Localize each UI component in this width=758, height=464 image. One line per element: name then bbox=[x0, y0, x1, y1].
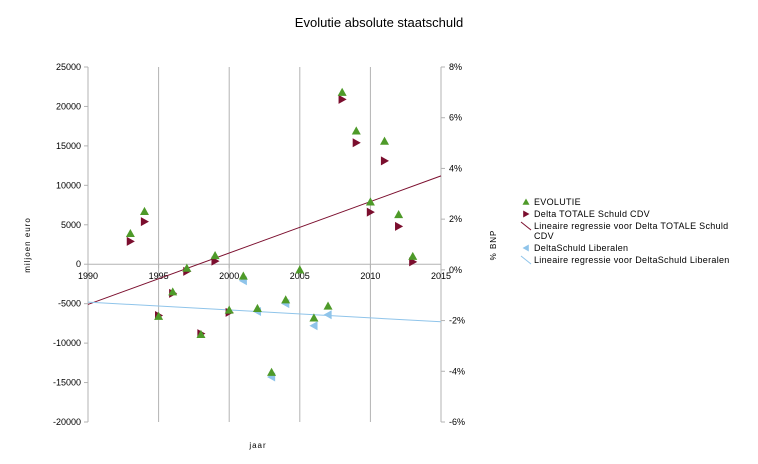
legend-swatch-3 bbox=[522, 244, 529, 252]
legend-label-2: Lineaire regressie voor Delta TOTALE Sch… bbox=[534, 221, 729, 241]
legend-label-3: DeltaSchuld Liberalen bbox=[534, 243, 628, 253]
tick-labels: 1990 1995 2000 2005 2010 2015 25000 20000 15000 1… bbox=[53, 62, 465, 427]
data-point-series-1 bbox=[366, 207, 375, 217]
data-point-series-0 bbox=[139, 206, 149, 215]
legend-label-line: Lineaire regressie voor Delta TOTALE Sch… bbox=[534, 221, 729, 231]
data-point-series-0 bbox=[154, 311, 164, 320]
data-point-series-0 bbox=[238, 271, 248, 280]
data-point-series-0 bbox=[394, 210, 404, 219]
data-point-series-0 bbox=[281, 295, 291, 304]
legend-label-0: EVOLUTIE bbox=[534, 197, 581, 207]
y2-axis-label: % BNP bbox=[489, 230, 498, 261]
x-tick-label: 2015 bbox=[431, 271, 451, 281]
data-point-series-3 bbox=[309, 321, 318, 331]
data-point-series-1 bbox=[380, 156, 390, 166]
y2-tick-label: 4% bbox=[449, 163, 462, 173]
legend-label-line: CDV bbox=[534, 231, 554, 241]
legend-swatch-2 bbox=[520, 221, 532, 231]
data-point-series-1 bbox=[352, 138, 361, 148]
legend: EVOLUTIE Delta TOTALE Schuld CDV Lineaire … bbox=[520, 197, 730, 265]
y-tick-label: 15000 bbox=[56, 141, 81, 151]
y2-tick-label: 6% bbox=[449, 113, 462, 123]
regression-lines bbox=[87, 175, 442, 323]
y2-tick-label: 2% bbox=[449, 214, 462, 224]
data-point-series-0 bbox=[365, 197, 375, 206]
data-point-series-1 bbox=[140, 217, 149, 227]
data-point-series-0 bbox=[380, 136, 390, 145]
data-point-series-0 bbox=[210, 251, 220, 260]
x-tick-label: 2000 bbox=[219, 271, 239, 281]
x-tick-label: 2010 bbox=[360, 271, 380, 281]
grid-lines bbox=[158, 67, 371, 422]
y-tick-label: -15000 bbox=[53, 378, 81, 388]
legend-label-4: Lineaire regressie voor DeltaSchuld Libe… bbox=[534, 255, 730, 265]
y-tick-label: 0 bbox=[76, 259, 81, 269]
y2-tick-label: 8% bbox=[449, 62, 462, 72]
data-point-series-1 bbox=[395, 221, 404, 231]
data-point-series-0 bbox=[323, 301, 333, 310]
data-point-series-0 bbox=[295, 265, 305, 274]
y-tick-label: -10000 bbox=[53, 338, 81, 348]
x-axis-label: jaar bbox=[248, 441, 266, 450]
x-tick-label: 1995 bbox=[149, 271, 169, 281]
data-point-series-0 bbox=[351, 126, 361, 135]
y2-tick-label: -6% bbox=[449, 417, 465, 427]
regression-line-4 bbox=[87, 301, 442, 323]
data-point-series-0 bbox=[125, 228, 135, 238]
data-point-series-0 bbox=[267, 367, 277, 376]
data-point-series-0 bbox=[309, 313, 319, 322]
legend-swatch-1 bbox=[523, 210, 530, 218]
legend-swatch-4 bbox=[520, 255, 532, 265]
regression-line-2 bbox=[87, 175, 442, 305]
data-point-series-0 bbox=[337, 87, 347, 96]
data-point-series-0 bbox=[196, 329, 206, 339]
data-point-series-3 bbox=[323, 310, 332, 320]
y-tick-label: 20000 bbox=[56, 101, 81, 111]
y-tick-label: 10000 bbox=[56, 180, 81, 190]
legend-label-1: Delta TOTALE Schuld CDV bbox=[534, 209, 650, 219]
y-tick-label: 25000 bbox=[56, 62, 81, 72]
chart-title: Evolutie absolute staatschuld bbox=[295, 15, 463, 30]
data-point-series-0 bbox=[168, 287, 178, 296]
data-point-series-0 bbox=[224, 305, 234, 314]
axes bbox=[84, 66, 445, 423]
y-tick-label: -20000 bbox=[53, 417, 81, 427]
y2-tick-label: 0% bbox=[449, 265, 462, 275]
legend-swatch-0 bbox=[522, 198, 530, 205]
y2-tick-label: -4% bbox=[449, 366, 465, 376]
y2-tick-label: -2% bbox=[449, 316, 465, 326]
data-point-series-0 bbox=[182, 263, 192, 272]
y-tick-label: 5000 bbox=[61, 220, 81, 230]
data-point-series-1 bbox=[126, 236, 135, 246]
data-point-series-0 bbox=[252, 303, 262, 312]
data-point-series-1 bbox=[338, 94, 347, 104]
data-point-series-0 bbox=[408, 251, 418, 260]
x-tick-label: 2005 bbox=[290, 271, 310, 281]
data-points bbox=[125, 87, 418, 382]
y-tick-label: -5000 bbox=[58, 299, 81, 309]
y-axis-label: miljoen euro bbox=[23, 217, 32, 273]
x-tick-label: 1990 bbox=[78, 271, 98, 281]
